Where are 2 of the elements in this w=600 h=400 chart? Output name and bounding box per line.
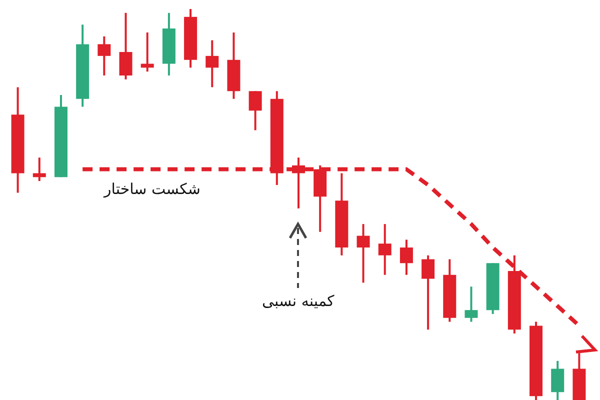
annotation: کمینه نسبی <box>262 292 334 310</box>
annotation: شکست ساختار <box>104 180 200 198</box>
